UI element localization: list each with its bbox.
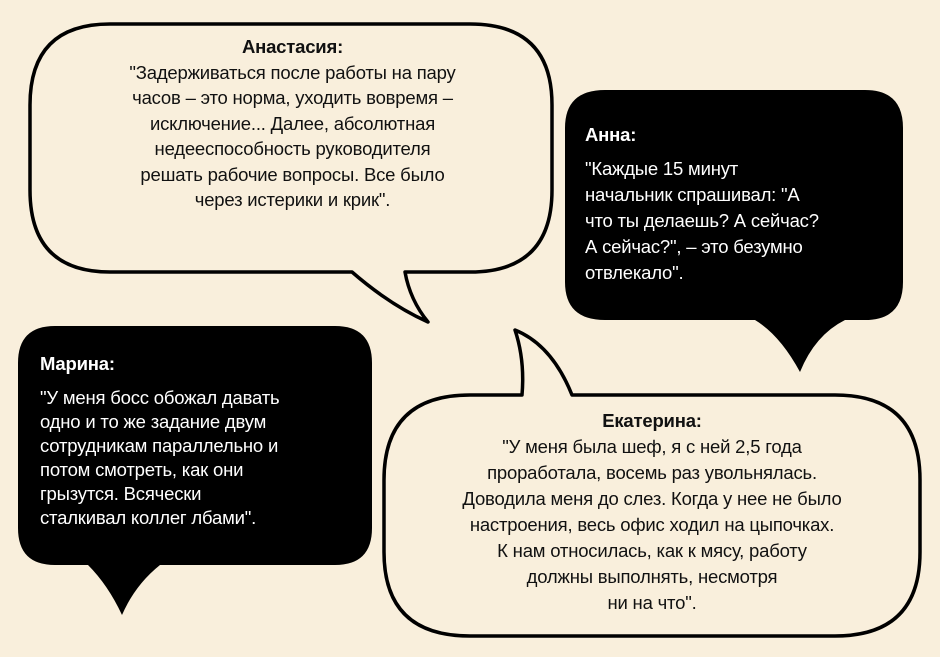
quote-line: проработала, восемь раз увольнялась. [487,462,817,483]
quote-line: А сейчас?", – это безумно [585,236,803,257]
anna-quote: Анна: "Каждые 15 минут начальник спрашив… [585,122,819,286]
quote-line: грызутся. Всячески [40,483,202,504]
speaker-name: Анна: [585,124,637,145]
quote-line: что ты делаешь? А сейчас? [585,210,819,231]
quote-line: часов – это норма, уходить вовремя – [132,87,453,108]
bubble-ekaterina [382,328,922,638]
speaker-name: Анастасия: [241,36,344,57]
quote-line: исключение... Далее, абсолютная [149,112,436,134]
speaker-name: Марина: [40,353,115,374]
quote-line: сотрудникам параллельно и [40,435,279,456]
quote-line: настроения, весь офис ходил на цыпочках. [469,514,835,535]
quote-line: К нам относилась, как к мясу, работу [497,540,807,561]
quote-line: через истерики и крик". [194,189,391,210]
speaker-name: Екатерина: [602,410,702,431]
quote-line: "Задерживаться после работы на пару [129,61,456,83]
quote-line: "У меня босс обожал давать [40,387,280,408]
quote-line: решать рабочие вопросы. Все было [140,163,445,185]
quote-line: ни на что". [607,592,697,613]
quote-line: Доводила меня до слез. Когда у нее не бы… [462,488,842,509]
quote-line: должны выполнять, несмотря [526,566,778,587]
bubble-anna [565,90,903,372]
quote-line: потом смотреть, как они [40,459,244,480]
quote-line: недееспособность руководителя [154,138,431,159]
ekaterina-quote: Екатерина: "У меня была шеф, я с ней 2,5… [392,408,912,616]
bubble-anastasia [28,22,554,324]
quote-line: отвлекало". [585,262,684,283]
marina-quote: Марина: "У меня босс обожал давать одно … [40,352,280,530]
quote-line: одно и то же задание двум [40,411,267,432]
anastasia-quote: Анастасия: "Задерживаться после работы н… [40,34,545,213]
bubble-marina [18,326,372,615]
quote-line: начальник спрашивал: "А [585,184,800,205]
quote-line: "У меня была шеф, я с ней 2,5 года [502,436,802,457]
quote-line: сталкивал коллег лбами". [40,507,257,528]
quote-line: "Каждые 15 минут [585,158,739,179]
